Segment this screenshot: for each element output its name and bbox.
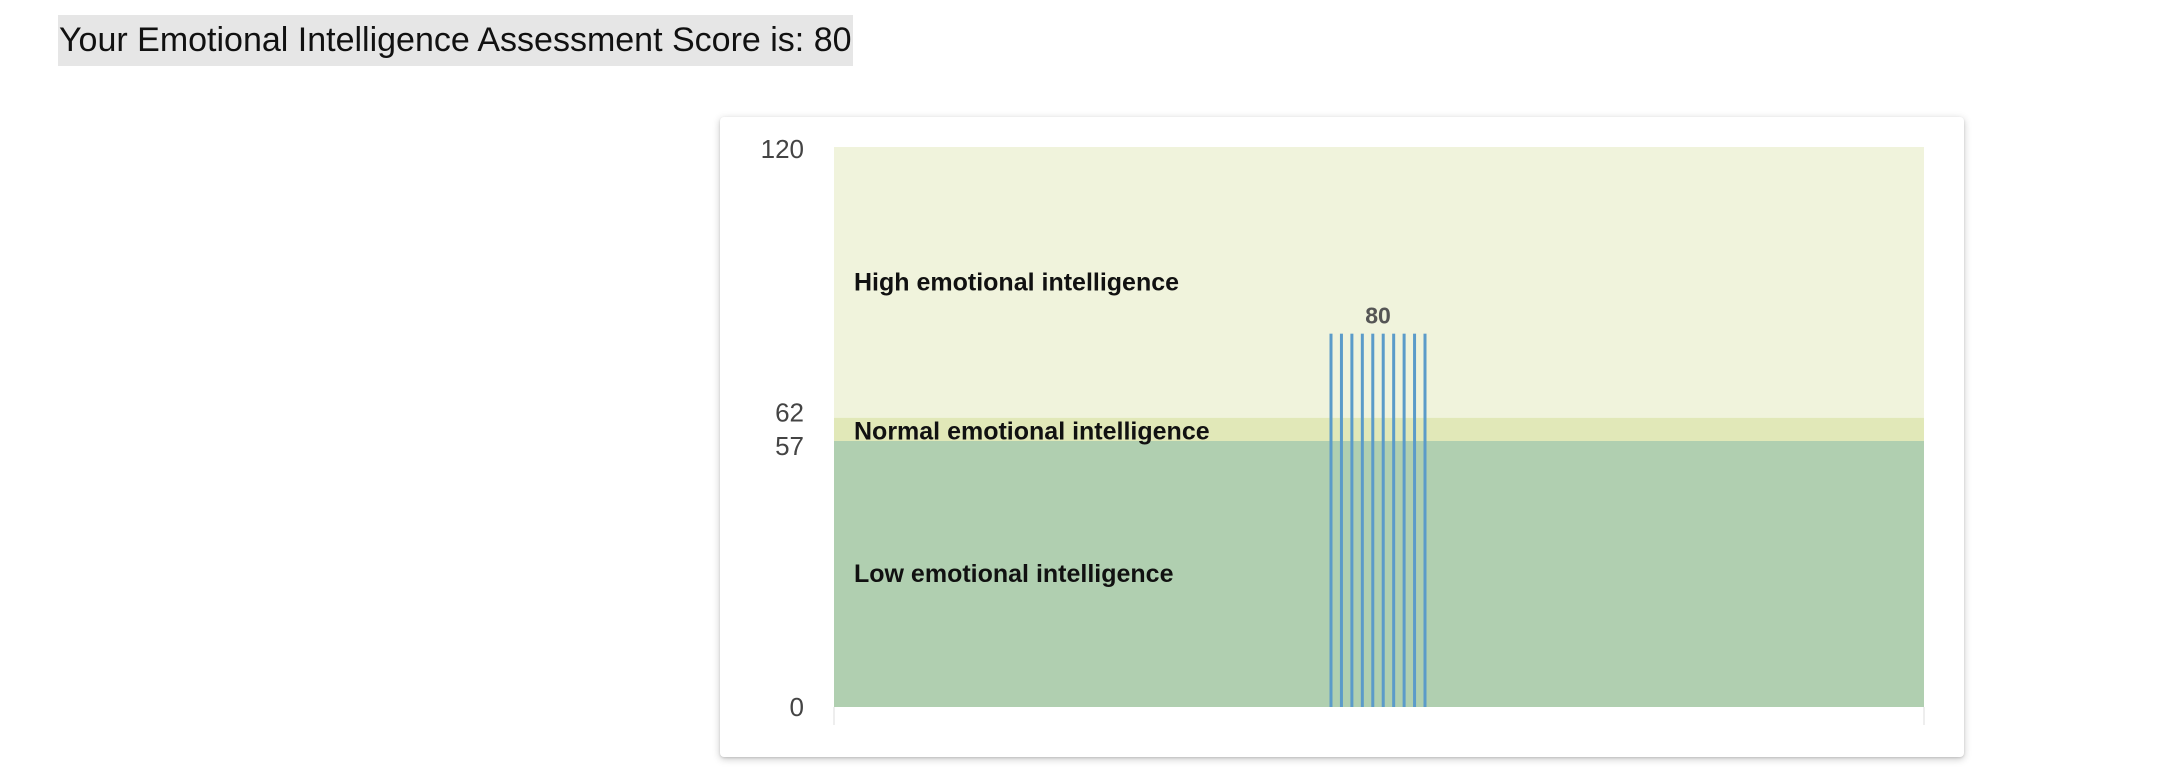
- score-bar-stripe: [1350, 333, 1354, 707]
- score-bar-stripe: [1402, 333, 1406, 707]
- score-bar-stripe: [1423, 333, 1427, 707]
- score-chart: Low emotional intelligence Normal emotion…: [761, 134, 1925, 725]
- score-bar-stripe: [1413, 333, 1417, 707]
- band-low-area: [834, 441, 1924, 707]
- score-bar-stripe: [1360, 333, 1364, 707]
- band-label-low: Low emotional intelligence: [854, 560, 1174, 588]
- score-bar-stripe: [1381, 333, 1385, 707]
- y-tick-label-62: 62: [775, 398, 804, 428]
- y-tick-label-0: 0: [790, 692, 804, 722]
- score-bar-stripe: [1392, 333, 1396, 707]
- bar-value-label: 80: [1365, 303, 1391, 329]
- band-normal-area: [834, 417, 1924, 441]
- band-label-high: High emotional intelligence: [854, 268, 1179, 296]
- chart-card: Low emotional intelligence Normal emotion…: [720, 117, 1964, 757]
- y-tick-label-120: 120: [761, 134, 804, 164]
- score-heading: Your Emotional Intelligence Assessment S…: [58, 15, 853, 66]
- score-bar: [1329, 333, 1427, 707]
- y-tick-label-57: 57: [775, 431, 804, 461]
- score-bar-stripe: [1339, 333, 1343, 707]
- score-bar-stripe: [1371, 333, 1375, 707]
- band-high-area: [834, 147, 1924, 418]
- score-bar-stripe: [1329, 333, 1333, 707]
- band-label-normal: Normal emotional intelligence: [854, 418, 1210, 446]
